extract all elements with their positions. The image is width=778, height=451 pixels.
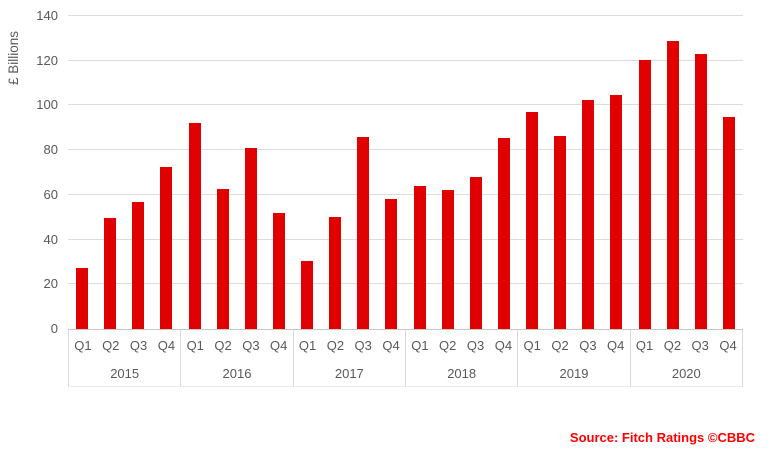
x-tick-2018-Q4: Q4: [494, 337, 513, 353]
gridline-40: [68, 238, 743, 240]
bar-2016-Q1: [188, 123, 201, 329]
bar-2017-Q4: [385, 199, 398, 329]
bar-2018-Q4: [497, 137, 510, 329]
bar-2019-Q2: [554, 135, 567, 329]
x-tick-2015-Q3: Q3: [129, 337, 148, 353]
x-tick-2019-Q1: Q1: [523, 337, 541, 353]
quarter-row-2019: Q1 Q2 Q3 Q4: [518, 330, 629, 360]
plot-area: [68, 15, 743, 330]
x-tick-year-2016: 2016: [222, 365, 252, 381]
x-axis-group-2018: Q1 Q2 Q3 Q4 2018: [404, 330, 517, 386]
x-axis-group-2015: Q1 Q2 Q3 Q4 2015: [68, 330, 180, 386]
bar-2018-Q1: [413, 185, 426, 329]
x-tick-2019-Q3: Q3: [579, 337, 597, 353]
x-tick-2016-Q4: Q4: [270, 337, 288, 353]
bar-2017-Q1: [301, 260, 314, 329]
gridline-120: [68, 59, 743, 61]
x-tick-2017-Q4: Q4: [382, 337, 400, 353]
x-tick-2020-Q3: Q3: [691, 337, 709, 353]
x-tick-year-2015: 2015: [110, 365, 140, 381]
x-tick-2018-Q2: Q2: [439, 337, 457, 353]
y-tick-label-140: 140: [36, 8, 58, 23]
y-tick-label-60: 60: [43, 186, 58, 202]
bar-2019-Q4: [610, 95, 623, 329]
x-tick-2016-Q3: Q3: [242, 337, 260, 353]
bar-2016-Q2: [216, 189, 229, 329]
x-axis: Q1 Q2 Q3 Q4 2015 Q1 Q2 Q3 Q4 2016 Q1 Q2 Q3 Q4 2017 Q1 Q2…: [68, 330, 743, 387]
x-tick-2015-Q1: Q1: [74, 337, 92, 353]
x-tick-2020-Q2: Q2: [663, 337, 682, 353]
x-tick-2018-Q3: Q3: [466, 337, 485, 353]
y-tick-label-120: 120: [36, 52, 58, 68]
x-axis-group-2016: Q1 Q2 Q3 Q4 2016: [180, 330, 292, 386]
bar-2018-Q2: [441, 190, 454, 329]
x-tick-year-2017: 2017: [334, 365, 364, 381]
bar-2015-Q3: [132, 201, 145, 329]
x-tick-2016-Q1: Q1: [186, 337, 204, 353]
quarter-row-2018: Q1 Q2 Q3 Q4: [406, 330, 517, 360]
y-axis-ticks: 0 20 40 60 80 100 120 140: [0, 0, 58, 451]
x-tick-2017-Q2: Q2: [326, 337, 345, 353]
x-axis-group-2020: Q1 Q2 Q3 Q4 2020: [629, 330, 742, 386]
bar-2019-Q1: [526, 112, 539, 329]
gridline-80: [68, 149, 743, 151]
quarter-row-2020: Q1 Q2 Q3 Q4: [631, 330, 742, 360]
gridline-100: [68, 104, 743, 106]
x-tick-2019-Q2: Q2: [551, 337, 569, 353]
bar-2015-Q4: [160, 166, 173, 329]
y-tick-label-100: 100: [36, 97, 58, 113]
bar-2020-Q3: [694, 54, 707, 329]
x-tick-2016-Q2: Q2: [214, 337, 232, 353]
bar-2016-Q4: [272, 212, 285, 329]
bar-2015-Q2: [104, 218, 117, 329]
quarter-row-2015: Q1 Q2 Q3 Q4: [69, 330, 180, 360]
y-tick-label-20: 20: [43, 276, 58, 292]
bar-2017-Q3: [357, 136, 370, 329]
y-tick-label-80: 80: [43, 142, 58, 158]
bar-2019-Q3: [582, 99, 595, 329]
x-tick-2017-Q3: Q3: [354, 337, 372, 353]
x-axis-group-2019: Q1 Q2 Q3 Q4 2019: [517, 330, 629, 386]
x-tick-2020-Q4: Q4: [719, 337, 737, 353]
x-tick-2019-Q4: Q4: [607, 337, 625, 353]
bar-2015-Q1: [76, 267, 89, 329]
x-tick-year-2020: 2020: [671, 365, 701, 381]
x-tick-year-2019: 2019: [559, 365, 589, 381]
x-tick-year-2018: 2018: [447, 365, 477, 381]
gridline-20: [68, 283, 743, 285]
y-tick-label-0: 0: [50, 321, 58, 336]
x-tick-2015-Q2: Q2: [102, 337, 120, 353]
quarter-row-2017: Q1 Q2 Q3 Q4: [294, 330, 405, 360]
gridline-140: [68, 15, 743, 16]
x-tick-2017-Q1: Q1: [298, 337, 317, 353]
bar-2020-Q1: [638, 59, 651, 329]
bar-2020-Q4: [722, 116, 735, 329]
source-attribution: Source: Fitch Ratings ©CBBC: [569, 430, 755, 445]
bar-2018-Q3: [469, 176, 482, 329]
quarter-row-2016: Q1 Q2 Q3 Q4: [181, 330, 292, 360]
x-tick-2020-Q1: Q1: [635, 337, 654, 353]
bar-2016-Q3: [244, 147, 257, 329]
bar-2017-Q2: [329, 217, 342, 329]
x-axis-group-2017: Q1 Q2 Q3 Q4 2017: [292, 330, 405, 386]
y-tick-label-40: 40: [43, 231, 58, 247]
gridline-60: [68, 193, 743, 195]
x-tick-2018-Q1: Q1: [411, 337, 429, 353]
bar-2020-Q2: [666, 40, 679, 329]
x-tick-2015-Q4: Q4: [157, 337, 176, 353]
